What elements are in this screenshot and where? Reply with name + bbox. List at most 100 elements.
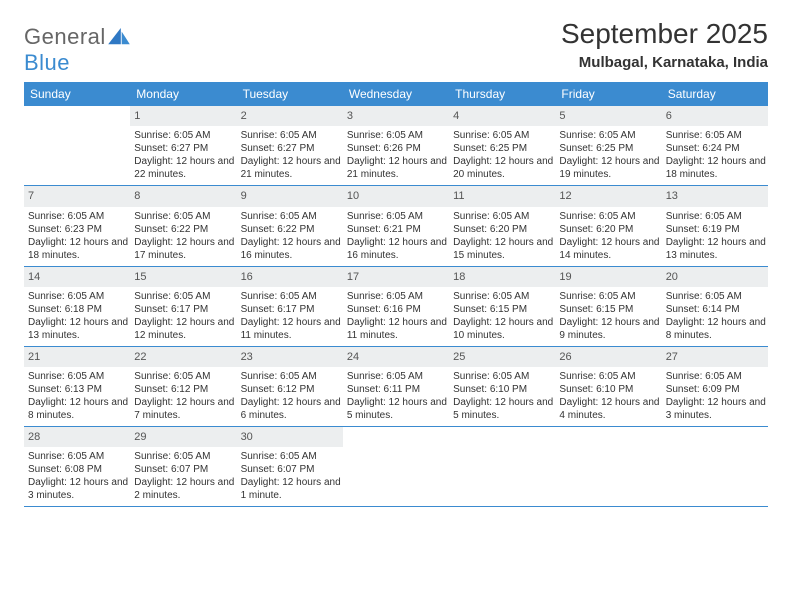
daylight-text: Daylight: 12 hours and 1 minute. — [239, 476, 341, 502]
day-number: 4 — [449, 106, 555, 126]
day-cell: 7Sunrise: 6:05 AMSunset: 6:23 PMDaylight… — [24, 186, 130, 265]
week-row: 21Sunrise: 6:05 AMSunset: 6:13 PMDayligh… — [24, 347, 768, 427]
day-number: 13 — [662, 186, 768, 206]
day-cell: . — [555, 427, 661, 506]
daylight-text: Daylight: 12 hours and 16 minutes. — [239, 236, 341, 262]
day-cell: 20Sunrise: 6:05 AMSunset: 6:14 PMDayligh… — [662, 267, 768, 346]
daylight-text: Daylight: 12 hours and 3 minutes. — [664, 396, 766, 422]
daylight-text: Daylight: 12 hours and 17 minutes. — [132, 236, 234, 262]
sunset-text: Sunset: 6:25 PM — [451, 142, 553, 155]
title-block: September 2025 Mulbagal, Karnataka, Indi… — [561, 18, 768, 71]
sunset-text: Sunset: 6:27 PM — [239, 142, 341, 155]
day-cell: 14Sunrise: 6:05 AMSunset: 6:18 PMDayligh… — [24, 267, 130, 346]
sunrise-text: Sunrise: 6:05 AM — [132, 210, 234, 223]
sunset-text: Sunset: 6:17 PM — [132, 303, 234, 316]
sunrise-text: Sunrise: 6:05 AM — [239, 450, 341, 463]
daylight-text: Daylight: 12 hours and 6 minutes. — [239, 396, 341, 422]
week-row: 14Sunrise: 6:05 AMSunset: 6:18 PMDayligh… — [24, 267, 768, 347]
day-number: 29 — [130, 427, 236, 447]
day-cell: 18Sunrise: 6:05 AMSunset: 6:15 PMDayligh… — [449, 267, 555, 346]
sunrise-text: Sunrise: 6:05 AM — [557, 290, 659, 303]
sunset-text: Sunset: 6:09 PM — [664, 383, 766, 396]
day-cell: 29Sunrise: 6:05 AMSunset: 6:07 PMDayligh… — [130, 427, 236, 506]
sunset-text: Sunset: 6:10 PM — [451, 383, 553, 396]
calendar: Sunday Monday Tuesday Wednesday Thursday… — [24, 82, 768, 507]
day-cell: 22Sunrise: 6:05 AMSunset: 6:12 PMDayligh… — [130, 347, 236, 426]
daylight-text: Daylight: 12 hours and 11 minutes. — [239, 316, 341, 342]
sunset-text: Sunset: 6:22 PM — [239, 223, 341, 236]
sunrise-text: Sunrise: 6:05 AM — [26, 210, 128, 223]
day-number: 11 — [449, 186, 555, 206]
sunset-text: Sunset: 6:12 PM — [132, 383, 234, 396]
sunrise-text: Sunrise: 6:05 AM — [239, 129, 341, 142]
page-title: September 2025 — [561, 18, 768, 50]
day-number: 14 — [24, 267, 130, 287]
day-number: 23 — [237, 347, 343, 367]
daylight-text: Daylight: 12 hours and 12 minutes. — [132, 316, 234, 342]
sunrise-text: Sunrise: 6:05 AM — [239, 210, 341, 223]
sunrise-text: Sunrise: 6:05 AM — [557, 370, 659, 383]
daylight-text: Daylight: 12 hours and 10 minutes. — [451, 316, 553, 342]
sunset-text: Sunset: 6:11 PM — [345, 383, 447, 396]
daylight-text: Daylight: 12 hours and 19 minutes. — [557, 155, 659, 181]
day-cell: . — [24, 106, 130, 185]
day-cell: 13 Sunrise: 6:05 AMSunset: 6:19 PMDayligh… — [662, 186, 768, 265]
sunset-text: Sunset: 6:19 PM — [664, 223, 766, 236]
sunset-text: Sunset: 6:24 PM — [664, 142, 766, 155]
daylight-text: Daylight: 12 hours and 13 minutes. — [664, 236, 766, 262]
sunrise-text: Sunrise: 6:05 AM — [345, 210, 447, 223]
sunrise-text: Sunrise: 6:05 AM — [132, 450, 234, 463]
day-number: 26 — [555, 347, 661, 367]
daylight-text: Daylight: 12 hours and 21 minutes. — [239, 155, 341, 181]
sunrise-text: Sunrise: 6:05 AM — [26, 290, 128, 303]
daylight-text: Daylight: 12 hours and 4 minutes. — [557, 396, 659, 422]
sunrise-text: Sunrise: 6:05 AM — [451, 290, 553, 303]
sunrise-text: Sunrise: 6:05 AM — [664, 290, 766, 303]
sunset-text: Sunset: 6:14 PM — [664, 303, 766, 316]
sail-icon — [108, 28, 130, 46]
daylight-text: Daylight: 12 hours and 9 minutes. — [557, 316, 659, 342]
daylight-text: Daylight: 12 hours and 7 minutes. — [132, 396, 234, 422]
sunrise-text: Sunrise: 6:05 AM — [664, 129, 766, 142]
day-cell: 15Sunrise: 6:05 AMSunset: 6:17 PMDayligh… — [130, 267, 236, 346]
sunset-text: Sunset: 6:17 PM — [239, 303, 341, 316]
day-cell: . — [343, 427, 449, 506]
day-number: 7 — [24, 186, 130, 206]
sunrise-text: Sunrise: 6:05 AM — [345, 370, 447, 383]
day-number: 15 — [130, 267, 236, 287]
day-cell: 19Sunrise: 6:05 AMSunset: 6:15 PMDayligh… — [555, 267, 661, 346]
sunset-text: Sunset: 6:12 PM — [239, 383, 341, 396]
day-number: 25 — [449, 347, 555, 367]
dow-sunday: Sunday — [24, 82, 130, 106]
day-cell: 24Sunrise: 6:05 AMSunset: 6:11 PMDayligh… — [343, 347, 449, 426]
sunrise-text: Sunrise: 6:05 AM — [132, 129, 234, 142]
daylight-text: Daylight: 12 hours and 22 minutes. — [132, 155, 234, 181]
header: General Blue September 2025 Mulbagal, Ka… — [24, 18, 768, 76]
day-cell: . — [662, 427, 768, 506]
daylight-text: Daylight: 12 hours and 5 minutes. — [345, 396, 447, 422]
day-cell: 30Sunrise: 6:05 AMSunset: 6:07 PMDayligh… — [237, 427, 343, 506]
daylight-text: Daylight: 12 hours and 15 minutes. — [451, 236, 553, 262]
day-cell: 9Sunrise: 6:05 AMSunset: 6:22 PMDaylight… — [237, 186, 343, 265]
sunrise-text: Sunrise: 6:05 AM — [451, 129, 553, 142]
week-row: .1Sunrise: 6:05 AMSunset: 6:27 PMDayligh… — [24, 106, 768, 186]
day-cell: 28Sunrise: 6:05 AMSunset: 6:08 PMDayligh… — [24, 427, 130, 506]
sunrise-text: Sunrise: 6:05 AM — [451, 210, 553, 223]
sunrise-text: Sunrise: 6:05 AM — [26, 370, 128, 383]
sunrise-text: Sunrise: 6:05 AM — [664, 210, 766, 223]
sunset-text: Sunset: 6:23 PM — [26, 223, 128, 236]
daylight-text: Daylight: 12 hours and 11 minutes. — [345, 316, 447, 342]
sunrise-text: Sunrise: 6:05 AM — [664, 370, 766, 383]
day-number: 22 — [130, 347, 236, 367]
week-row: 7Sunrise: 6:05 AMSunset: 6:23 PMDaylight… — [24, 186, 768, 266]
day-cell: 3Sunrise: 6:05 AMSunset: 6:26 PMDaylight… — [343, 106, 449, 185]
day-cell: 2Sunrise: 6:05 AMSunset: 6:27 PMDaylight… — [237, 106, 343, 185]
day-cell: 11Sunrise: 6:05 AMSunset: 6:20 PMDayligh… — [449, 186, 555, 265]
logo-word-blue: Blue — [24, 50, 70, 75]
day-number: 28 — [24, 427, 130, 447]
sunrise-text: Sunrise: 6:05 AM — [345, 290, 447, 303]
day-number: 10 — [343, 186, 449, 206]
dow-friday: Friday — [555, 82, 661, 106]
daylight-text: Daylight: 12 hours and 3 minutes. — [26, 476, 128, 502]
day-number: 19 — [555, 267, 661, 287]
